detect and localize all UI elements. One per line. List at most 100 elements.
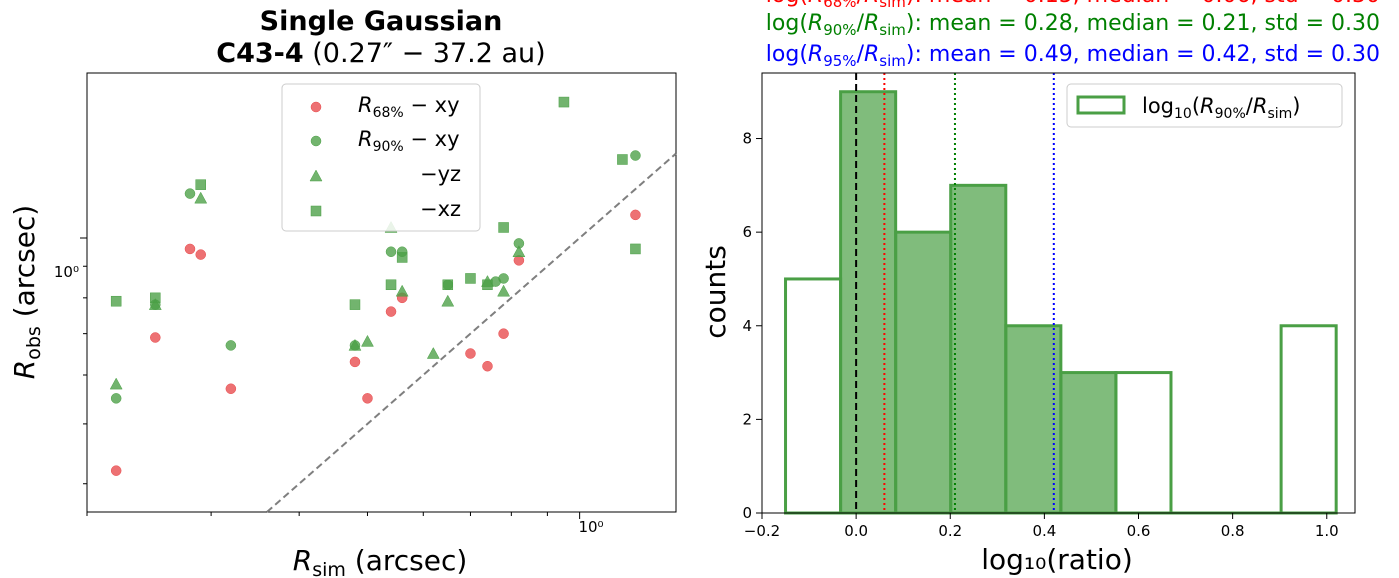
- x-tick-label: −0.2: [744, 522, 780, 540]
- filled-histogram-bar: [894, 231, 952, 515]
- scatter-panel: Single Gaussian C43-4 (0.27″ − 37.2 au) …: [8, 6, 677, 578]
- filled-histogram-bar: [949, 184, 1007, 514]
- scatter-x-axis-label: Rsim (arcsec): [293, 544, 468, 578]
- histogram-ticks: −0.2 0.0 0.2 0.4 0.6 0.8 1.0 0 2 4 6 8: [742, 130, 1338, 540]
- x-tick-label: 10⁰: [578, 518, 603, 536]
- data-point: [396, 252, 408, 263]
- legend-marker: [310, 101, 322, 113]
- stat-line-r90: log(R90%/Rsim): mean = 0.28, median = 0.…: [766, 11, 1380, 39]
- scatter-legend-markers: [309, 101, 323, 217]
- data-point: [349, 299, 361, 310]
- data-point: [441, 294, 455, 307]
- data-point: [512, 245, 526, 257]
- data-point: [195, 179, 206, 190]
- data-point: [630, 150, 641, 161]
- outline-histogram-bar: [784, 277, 843, 515]
- legend-marker: [309, 169, 323, 182]
- x-tick-label: 0.6: [1127, 522, 1151, 540]
- data-point: [194, 191, 208, 204]
- scatter-legend-box: [281, 83, 481, 232]
- y-tick-label: 2: [742, 410, 752, 428]
- filled-histogram-bar: [839, 90, 897, 514]
- data-point: [184, 188, 196, 199]
- one-to-one-reference-line: [266, 152, 677, 513]
- y-tick-label: 10⁰: [54, 263, 79, 281]
- legend-entry-r90-xy: R90% − xy: [358, 127, 460, 155]
- data-point: [110, 393, 122, 404]
- x-tick-label: 0.2: [938, 522, 962, 540]
- statistic-lines: [855, 73, 1055, 513]
- legend-entry-r68-xy: R68% − xy: [358, 93, 460, 121]
- histogram-legend-box: [1066, 83, 1343, 128]
- histogram-legend-swatch: [1076, 95, 1126, 115]
- stat-line-r95: log(R95%/Rsim): mean = 0.49, median = 0.…: [766, 42, 1380, 70]
- y-tick-label: 0: [742, 504, 752, 522]
- data-point: [110, 465, 122, 476]
- data-point: [630, 209, 641, 221]
- x-tick-label: 0.4: [1032, 522, 1056, 540]
- x-tick-label: 1.0: [1315, 522, 1339, 540]
- data-point: [225, 340, 237, 351]
- stat-line-r68: log(R68%/Rsim): mean = 0.15, median = 0.…: [766, 0, 1380, 11]
- scatter-title-line2: C43-4 (0.27″ − 37.2 au): [216, 38, 545, 69]
- data-point: [617, 154, 628, 165]
- scatter-minor-ticks: [80, 237, 581, 519]
- data-point: [558, 96, 570, 108]
- histogram-bars: [784, 90, 1338, 515]
- y-tick-label: 4: [742, 317, 752, 335]
- histogram-panel: log(R68%/Rsim): mean = 0.15, median = 0.…: [699, 0, 1380, 576]
- data-point: [361, 334, 374, 347]
- y-tick-label: 6: [742, 223, 752, 241]
- data-point: [349, 356, 361, 368]
- data-point: [465, 273, 476, 284]
- histogram-legend-label: log10(R90%/Rsim): [1142, 94, 1300, 122]
- legend-marker: [310, 205, 322, 217]
- data-point: [150, 332, 161, 343]
- data-point: [395, 284, 409, 297]
- outline-histogram-bar: [1279, 324, 1338, 515]
- data-point: [385, 306, 397, 317]
- data-point: [465, 348, 476, 359]
- data-point: [498, 273, 509, 284]
- data-point: [498, 222, 509, 233]
- data-point: [195, 249, 206, 260]
- data-point: [482, 279, 493, 291]
- filled-histogram-bar: [1059, 371, 1117, 514]
- filled-histogram-bar: [1004, 324, 1062, 514]
- legend-marker: [310, 135, 322, 147]
- data-point: [385, 246, 397, 257]
- data-point: [362, 393, 373, 404]
- data-point: [348, 338, 362, 351]
- data-point: [385, 279, 397, 291]
- x-tick-label: 0.0: [844, 522, 868, 540]
- data-point: [498, 328, 509, 339]
- histogram-plot-frame: [761, 72, 1356, 514]
- data-point: [497, 284, 511, 297]
- outline-histogram-bar: [1114, 371, 1173, 515]
- legend-entry-xz: −xz: [420, 197, 461, 221]
- scatter-title-run: C43-4: [216, 38, 303, 69]
- data-point: [148, 298, 162, 310]
- histogram-y-axis-label: counts: [699, 245, 732, 339]
- data-point: [225, 383, 237, 395]
- y-tick-label: 8: [742, 130, 752, 148]
- scatter-plot-frame: [86, 72, 677, 513]
- scatter-points: [109, 96, 641, 476]
- data-point: [442, 279, 454, 291]
- data-point: [630, 243, 641, 255]
- data-point: [426, 347, 440, 359]
- data-point: [109, 377, 123, 390]
- legend-entry-yz: −yz: [420, 162, 461, 186]
- scatter-y-axis-label: Robs (arcsec): [8, 205, 45, 379]
- data-point: [184, 243, 196, 255]
- scatter-title-resolution: (0.27″ − 37.2 au): [304, 38, 546, 69]
- data-point: [150, 292, 161, 304]
- x-tick-label: 0.8: [1221, 522, 1245, 540]
- statistics-annotation: log(R68%/Rsim): mean = 0.15, median = 0.…: [766, 0, 1380, 70]
- data-point: [482, 360, 493, 372]
- histogram-legend: log10(R90%/Rsim): [1066, 83, 1343, 128]
- data-point: [110, 295, 122, 307]
- histogram-x-axis-label: log₁₀(ratio): [981, 543, 1133, 576]
- scatter-legend: R68% − xy R90% − xy −yz −xz: [281, 83, 481, 232]
